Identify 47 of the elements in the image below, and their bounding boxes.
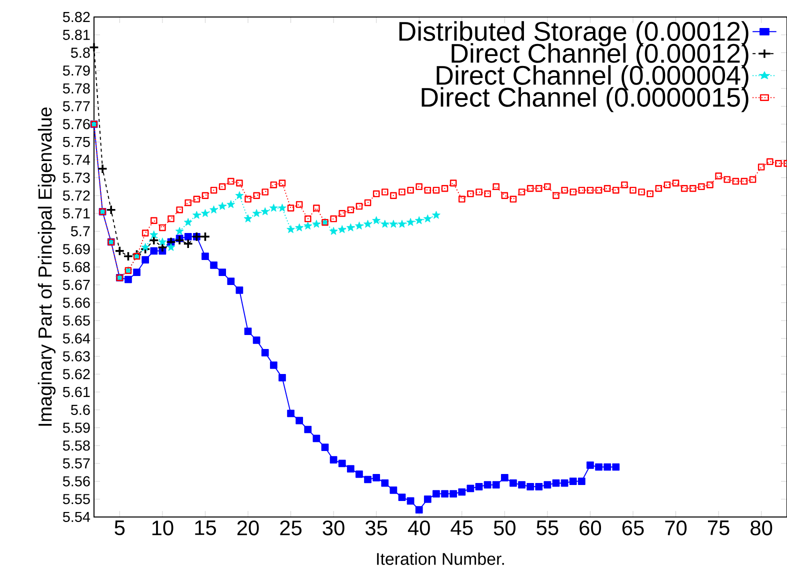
y-tick-label: 5.72: [62, 190, 90, 201]
x-tick-label: 80: [750, 520, 772, 536]
y-tick-label: 5.73: [62, 172, 90, 183]
x-tick-label: 65: [622, 520, 644, 536]
y-tick-label: 5.67: [62, 280, 90, 290]
y-tick-label: 5.71: [62, 208, 90, 218]
y-tick-label: 5.63: [62, 351, 90, 362]
x-tick-label: 10: [152, 520, 174, 536]
y-tick-label: 5.75: [62, 136, 90, 148]
y-tick-label: 5.55: [62, 494, 90, 504]
y-tick-label: 5.7: [70, 226, 90, 236]
x-tick-label: 75: [708, 520, 730, 536]
x-tick-label: 25: [280, 520, 302, 536]
y-tick-label: 5.57: [62, 458, 90, 468]
y-tick-label: 5.54: [62, 512, 90, 522]
y-tick-label: 5.82: [62, 12, 90, 22]
y-tick-label: 5.6: [70, 404, 90, 415]
x-tick-label: 55: [536, 520, 558, 536]
y-tick-label: 5.79: [62, 65, 90, 76]
x-tick-label: 30: [322, 520, 344, 536]
x-tick-label: 5: [114, 520, 125, 536]
x-tick-label: 20: [237, 520, 259, 536]
y-tick-label: 5.78: [62, 83, 90, 94]
y-tick-label: 5.8: [70, 48, 90, 58]
y-tick-label: 5.56: [62, 476, 90, 486]
y-tick-label: 5.74: [62, 154, 90, 165]
y-tick-label: 5.64: [62, 333, 90, 344]
y-tick-label: 5.77: [62, 101, 90, 112]
y-tick-label: 5.81: [62, 30, 90, 40]
x-tick-label: 45: [450, 520, 473, 536]
x-tick-label: 15: [195, 520, 216, 536]
y-tick-label: 5.68: [62, 262, 90, 272]
y-axis-title: Imaginary Part of Principal Eigenvalue: [38, 107, 56, 426]
y-tick-label: 5.58: [62, 440, 90, 451]
y-tick-label: 5.61: [62, 386, 90, 398]
y-tick-label: 5.66: [62, 298, 90, 308]
x-tick-label: 60: [580, 520, 602, 536]
y-tick-label: 5.69: [62, 244, 90, 254]
x-tick-label: 35: [365, 520, 388, 536]
x-tick-label: 50: [494, 520, 516, 536]
y-tick-label: 5.62: [62, 369, 90, 380]
x-tick-label: 40: [408, 520, 430, 536]
y-tick-label: 5.76: [62, 119, 90, 130]
x-axis-title: Iteration Number.: [377, 552, 504, 565]
y-tick-label: 5.59: [62, 422, 90, 433]
x-tick-label: 70: [665, 520, 687, 536]
y-tick-label: 5.65: [62, 315, 90, 326]
